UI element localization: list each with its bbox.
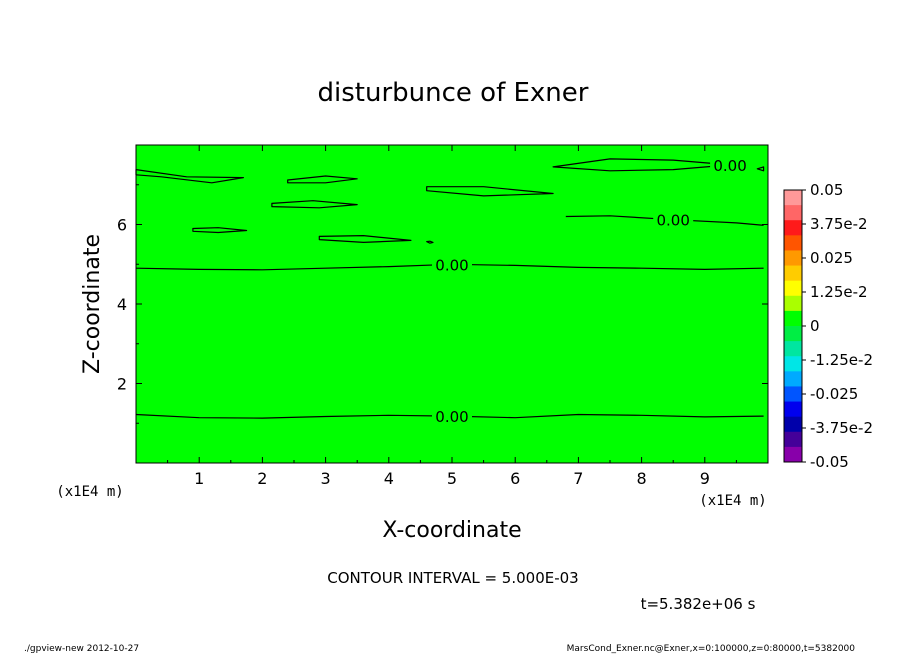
contour-label-background <box>432 408 472 425</box>
colorbar-label: 0.025 <box>810 249 853 267</box>
contour-label-background <box>432 256 472 273</box>
x-unit-label-left: (x1E4 m) <box>56 484 123 500</box>
y-axis-label: Z-coordinate <box>80 234 105 374</box>
colorbar-swatch <box>784 265 802 282</box>
colorbar-swatch <box>784 371 802 387</box>
contour-label: 0.00 <box>435 256 468 274</box>
colorbar-label: 3.75e-2 <box>810 215 868 233</box>
colorbar-swatch <box>784 235 802 251</box>
y-tick-label: 4 <box>117 295 127 314</box>
contour-line <box>318 235 412 243</box>
colorbar-swatch <box>784 190 802 206</box>
x-unit-label-right: (x1E4 m) <box>699 493 766 509</box>
contour-line <box>192 227 248 234</box>
colorbar-swatch <box>784 205 802 221</box>
colorbar <box>783 189 803 463</box>
colorbar-swatch <box>784 416 802 433</box>
x-axis: 1 2 3 4 5 6 7 8 9 <box>167 145 737 488</box>
x-tick-label: 7 <box>573 469 583 488</box>
colorbar-swatch <box>784 250 802 267</box>
chart-title: disturbunce of Exner <box>318 78 589 108</box>
colorbar-swatch <box>784 356 802 372</box>
x-tick-label: 8 <box>637 469 647 488</box>
colorbar-swatch <box>784 280 802 297</box>
colorbar-swatch <box>784 431 802 448</box>
colorbar-label: -3.75e-2 <box>810 419 873 437</box>
time-stamp: t=5.382e+06 s <box>641 595 756 613</box>
footer-file-info: MarsCond_Exner.nc@Exner,x=0:100000,z=0:8… <box>567 644 856 654</box>
x-tick-label: 9 <box>700 469 710 488</box>
colorbar-swatch <box>784 220 802 236</box>
colorbar-label: -0.025 <box>810 385 858 403</box>
footer-program-info: ./gpview-new 2012-10-27 <box>24 644 139 654</box>
colorbar-swatch <box>784 446 802 463</box>
contour-line <box>271 200 358 209</box>
colorbar-swatch <box>784 341 802 357</box>
colorbar-label: -0.05 <box>810 453 849 471</box>
y-axis: 2 4 6 <box>117 184 768 424</box>
colorbar-label: -1.25e-2 <box>810 351 873 369</box>
x-tick-label: 5 <box>447 469 457 488</box>
x-tick-label: 1 <box>194 469 204 488</box>
contour-line <box>287 175 358 184</box>
colorbar-label: 1.25e-2 <box>810 283 868 301</box>
colorbar-label: 0 <box>810 317 820 335</box>
colorbar-labels: 0.05 3.75e-2 0.025 1.25e-2 0 -1.25e-2 -0.025 -3… <box>802 181 873 471</box>
contour-line <box>426 240 434 244</box>
x-axis-label: X-coordinate <box>382 518 521 543</box>
contour-label-background <box>710 156 751 173</box>
contour-line <box>756 166 765 172</box>
contour-line <box>426 186 554 197</box>
x-tick-label: 4 <box>384 469 394 488</box>
colorbar-swatch <box>784 386 802 403</box>
colorbar-swatch <box>784 310 802 327</box>
contour-label-background <box>653 211 694 228</box>
y-tick-label: 6 <box>117 216 127 235</box>
contour-label: 0.00 <box>713 157 746 175</box>
contour-interval-note: CONTOUR INTERVAL = 5.000E-03 <box>327 569 578 587</box>
colorbar-label: 0.05 <box>810 181 843 199</box>
contour-label: 0.00 <box>656 212 689 230</box>
x-tick-label: 6 <box>510 469 520 488</box>
colorbar-swatch <box>784 295 802 312</box>
colorbar-swatch <box>784 401 802 418</box>
contour-labels: 0.00 0.00 0.00 0.00 <box>432 156 751 426</box>
contour-label: 0.00 <box>435 408 468 426</box>
x-tick-label: 2 <box>257 469 267 488</box>
x-tick-label: 3 <box>321 469 331 488</box>
y-tick-label: 2 <box>117 375 127 394</box>
colorbar-swatch <box>784 326 802 342</box>
